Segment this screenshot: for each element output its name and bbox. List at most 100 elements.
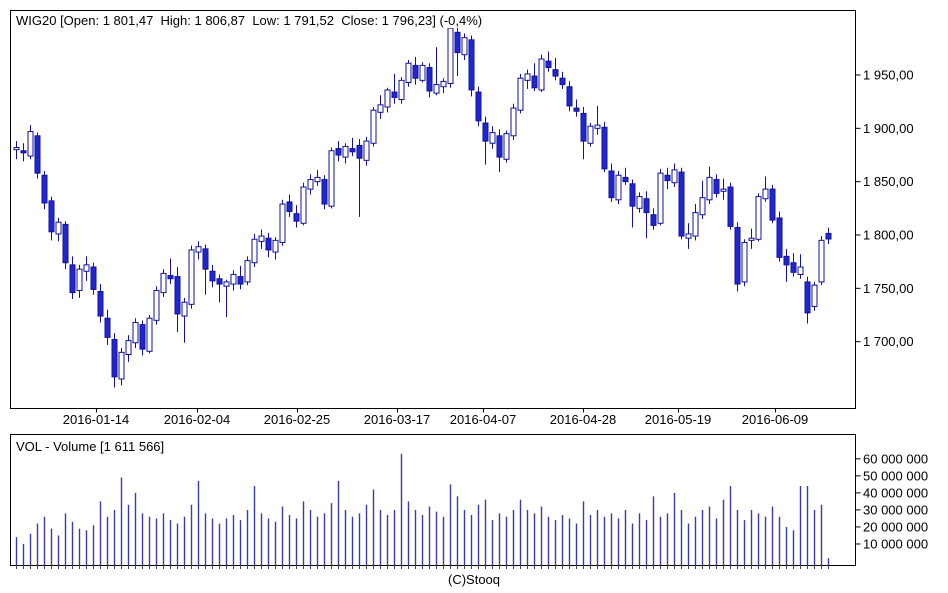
candle-down: [139, 324, 146, 350]
candle-down: [531, 75, 538, 89]
candle-up: [118, 351, 125, 380]
x-axis-date-label: 2016-05-19: [645, 412, 712, 427]
x-axis-date-label: 2016-01-14: [63, 412, 130, 427]
volume-bars-layer: [15, 453, 830, 569]
x-axis-date-label: 2016-04-07: [450, 412, 517, 427]
candle-down: [356, 144, 363, 159]
candle-up: [797, 266, 804, 275]
candle-up: [419, 64, 426, 81]
price-axis-label: 1 900,00: [863, 121, 914, 136]
candle-up: [384, 89, 391, 108]
candle-down: [286, 201, 293, 213]
candle-up: [370, 109, 377, 144]
candle-down: [475, 91, 482, 122]
candle-up: [720, 188, 727, 192]
price-axis-label: 1 850,00: [863, 174, 914, 189]
price-panel-title: WIG20 [Open: 1 801,47 High: 1 806,87 Low…: [16, 13, 483, 28]
candle-down: [265, 237, 272, 251]
candle-down: [34, 135, 41, 174]
candle-up: [657, 172, 664, 224]
candle-down: [174, 276, 181, 315]
candle-up: [188, 249, 195, 305]
candle-up: [328, 150, 335, 207]
candle-up: [447, 27, 454, 85]
x-axis-date-label: 2016-02-04: [164, 412, 231, 427]
candle-up: [755, 196, 762, 240]
axes-layer: [10, 10, 861, 566]
candle-down: [391, 91, 398, 98]
candle-up: [223, 281, 230, 287]
candle-down: [209, 270, 216, 282]
volume-axis-label: 10 000 000: [863, 536, 928, 551]
candle-up: [27, 131, 34, 157]
candle-down: [580, 112, 587, 142]
candle-up: [741, 241, 748, 283]
candle-down: [825, 232, 832, 240]
candle-down: [664, 174, 671, 182]
candle-up: [272, 239, 279, 253]
candle-down: [496, 135, 503, 158]
candle-up: [699, 197, 706, 216]
price-axis-label: 1 700,00: [863, 334, 914, 349]
candle-down: [321, 179, 328, 205]
candle-down: [426, 67, 433, 92]
x-axis-date-label: 2016-02-25: [264, 412, 331, 427]
candle-down: [769, 188, 776, 221]
candle-up: [55, 221, 62, 235]
x-axis-date-label: 2016-03-17: [364, 412, 431, 427]
candle-up: [314, 176, 321, 183]
candle-up: [258, 235, 265, 242]
candle-down: [804, 281, 811, 314]
candle-down: [41, 174, 48, 204]
candle-down: [559, 77, 566, 86]
volume-axis-label: 50 000 000: [863, 468, 928, 483]
candle-down: [111, 339, 118, 378]
axis-labels-layer: 2016-01-14 2016-02-04 2016-02-25 2016-03-17…: [63, 67, 928, 551]
candle-down: [69, 264, 76, 294]
candle-up: [762, 188, 769, 200]
candle-down: [90, 266, 97, 290]
candle-down: [48, 200, 55, 233]
candle-up: [153, 289, 160, 321]
volume-panel-title: VOL - Volume [1 611 566]: [16, 439, 165, 454]
candle-down: [335, 148, 342, 156]
candle-down: [20, 150, 27, 154]
candle-down: [566, 86, 573, 107]
candle-up: [685, 233, 692, 239]
candle-up: [83, 264, 90, 272]
candle-up: [160, 272, 167, 294]
candle-down: [776, 217, 783, 258]
candle-down: [62, 223, 69, 264]
candle-down: [412, 64, 419, 79]
candle-up: [195, 246, 202, 253]
candle-up: [279, 203, 286, 243]
candle-down: [545, 60, 552, 69]
candle-down: [482, 122, 489, 142]
candle-down: [608, 170, 615, 199]
x-axis-date-label: 2016-06-09: [742, 412, 809, 427]
candle-up: [251, 238, 258, 264]
candle-down: [601, 126, 608, 170]
candle-up: [818, 239, 825, 283]
candle-up: [342, 145, 349, 158]
candle-down: [734, 227, 741, 285]
candle-down: [573, 107, 580, 112]
volume-axis-label: 30 000 000: [863, 502, 928, 517]
candle-down: [468, 39, 475, 91]
candle-down: [97, 291, 104, 317]
candle-up: [671, 169, 678, 184]
candles-layer: [13, 20, 832, 388]
candle-down: [783, 255, 790, 266]
candle-down: [454, 31, 461, 54]
candle-up: [594, 124, 601, 129]
candle-up: [706, 176, 713, 201]
candle-up: [132, 321, 139, 344]
candle-up: [517, 77, 524, 111]
candle-down: [293, 213, 300, 222]
candle-up: [125, 340, 132, 355]
candle-down: [622, 176, 629, 183]
candle-up: [398, 79, 405, 101]
candle-up: [244, 260, 251, 283]
